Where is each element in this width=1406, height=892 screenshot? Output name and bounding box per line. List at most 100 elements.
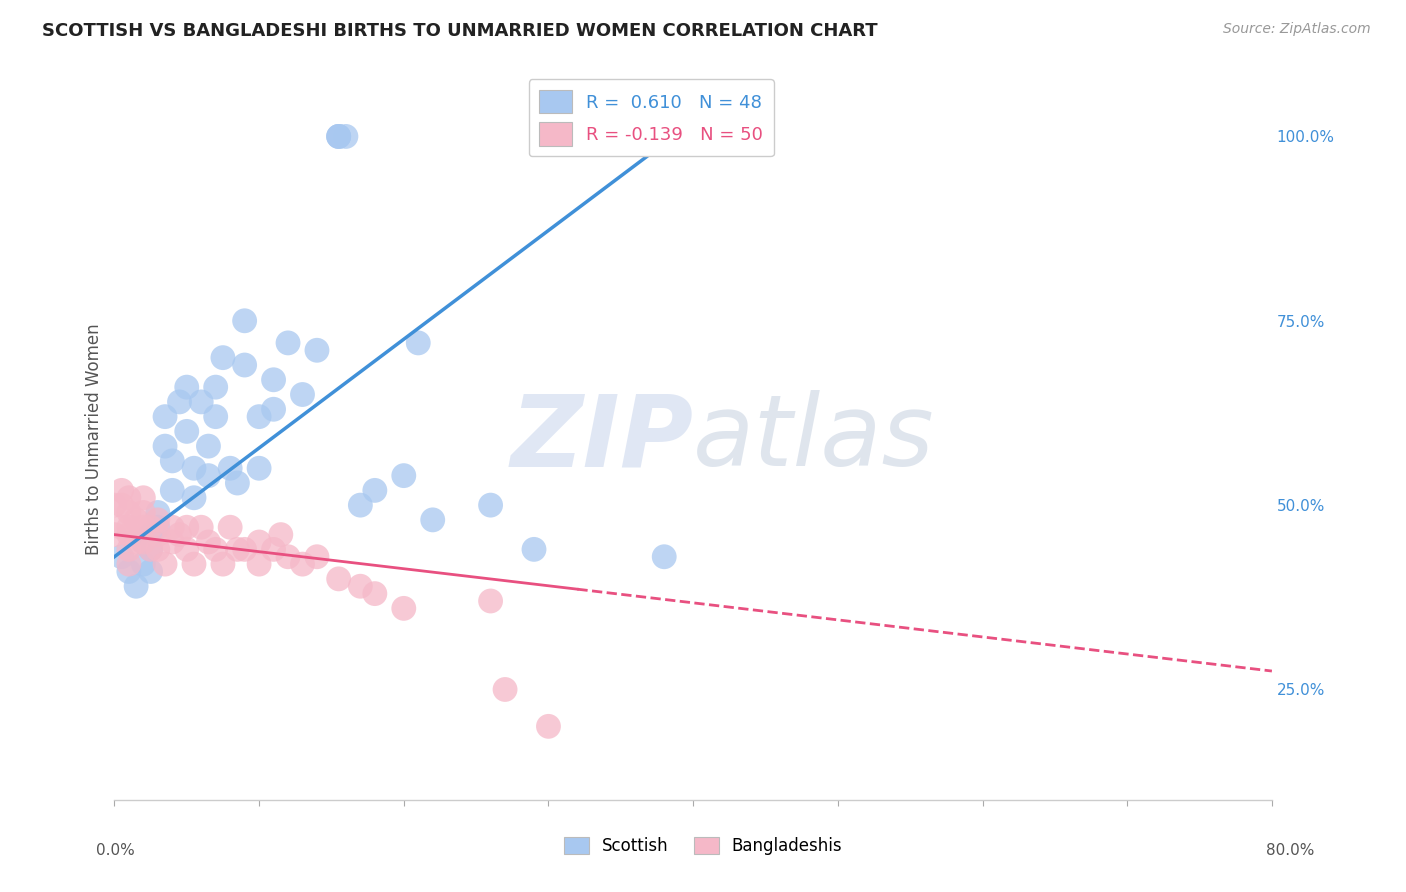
Point — [212, 351, 235, 365]
Point — [537, 719, 560, 733]
Point — [305, 343, 328, 358]
Point — [233, 542, 256, 557]
Point — [162, 535, 184, 549]
Point — [132, 535, 155, 549]
Point — [277, 335, 299, 350]
Point — [162, 483, 184, 498]
Point — [111, 498, 134, 512]
Point — [139, 542, 162, 557]
Point — [392, 601, 415, 615]
Point — [247, 557, 270, 571]
Point — [212, 557, 235, 571]
Point — [328, 129, 350, 144]
Text: Source: ZipAtlas.com: Source: ZipAtlas.com — [1223, 22, 1371, 37]
Point — [422, 513, 444, 527]
Point — [183, 557, 205, 571]
Point — [146, 527, 169, 541]
Legend: R =  0.610   N = 48, R = -0.139   N = 50: R = 0.610 N = 48, R = -0.139 N = 50 — [529, 79, 775, 156]
Point — [291, 387, 314, 401]
Text: 80.0%: 80.0% — [1267, 843, 1315, 858]
Point — [263, 373, 285, 387]
Point — [523, 542, 546, 557]
Point — [328, 572, 350, 586]
Y-axis label: Births to Unmarried Women: Births to Unmarried Women — [86, 323, 103, 555]
Point — [176, 425, 198, 439]
Point — [132, 520, 155, 534]
Point — [139, 542, 162, 557]
Point — [263, 542, 285, 557]
Point — [494, 682, 516, 697]
Point — [335, 129, 357, 144]
Point — [197, 439, 219, 453]
Point — [169, 395, 191, 409]
Point — [226, 475, 249, 490]
Point — [277, 549, 299, 564]
Point — [153, 439, 176, 453]
Point — [118, 565, 141, 579]
Point — [125, 535, 148, 549]
Point — [364, 483, 387, 498]
Point — [406, 335, 429, 350]
Point — [103, 498, 125, 512]
Point — [247, 409, 270, 424]
Point — [270, 527, 292, 541]
Point — [111, 549, 134, 564]
Text: SCOTTISH VS BANGLADESHI BIRTHS TO UNMARRIED WOMEN CORRELATION CHART: SCOTTISH VS BANGLADESHI BIRTHS TO UNMARR… — [42, 22, 877, 40]
Legend: Scottish, Bangladeshis: Scottish, Bangladeshis — [557, 830, 849, 862]
Point — [349, 579, 371, 593]
Point — [197, 468, 219, 483]
Point — [132, 535, 155, 549]
Point — [233, 314, 256, 328]
Point — [118, 557, 141, 571]
Point — [652, 549, 675, 564]
Point — [183, 491, 205, 505]
Text: ZIP: ZIP — [510, 391, 693, 487]
Point — [146, 542, 169, 557]
Point — [204, 380, 226, 394]
Point — [176, 380, 198, 394]
Point — [162, 520, 184, 534]
Point — [479, 594, 502, 608]
Point — [111, 483, 134, 498]
Point — [118, 520, 141, 534]
Point — [183, 461, 205, 475]
Point — [247, 461, 270, 475]
Text: atlas: atlas — [693, 391, 935, 487]
Point — [233, 358, 256, 372]
Point — [204, 409, 226, 424]
Point — [146, 506, 169, 520]
Point — [247, 535, 270, 549]
Point — [219, 520, 242, 534]
Point — [153, 409, 176, 424]
Point — [125, 513, 148, 527]
Point — [132, 491, 155, 505]
Point — [305, 549, 328, 564]
Point — [118, 542, 141, 557]
Point — [176, 520, 198, 534]
Point — [139, 527, 162, 541]
Point — [328, 129, 350, 144]
Point — [479, 498, 502, 512]
Point — [291, 557, 314, 571]
Point — [153, 557, 176, 571]
Point — [176, 542, 198, 557]
Point — [139, 565, 162, 579]
Point — [125, 579, 148, 593]
Point — [349, 498, 371, 512]
Point — [146, 520, 169, 534]
Point — [132, 506, 155, 520]
Point — [103, 527, 125, 541]
Point — [197, 535, 219, 549]
Point — [392, 468, 415, 483]
Point — [132, 557, 155, 571]
Point — [146, 513, 169, 527]
Point — [118, 506, 141, 520]
Text: 0.0%: 0.0% — [96, 843, 135, 858]
Point — [219, 461, 242, 475]
Point — [364, 586, 387, 600]
Point — [328, 129, 350, 144]
Point — [190, 395, 212, 409]
Point — [204, 542, 226, 557]
Point — [190, 520, 212, 534]
Point — [139, 520, 162, 534]
